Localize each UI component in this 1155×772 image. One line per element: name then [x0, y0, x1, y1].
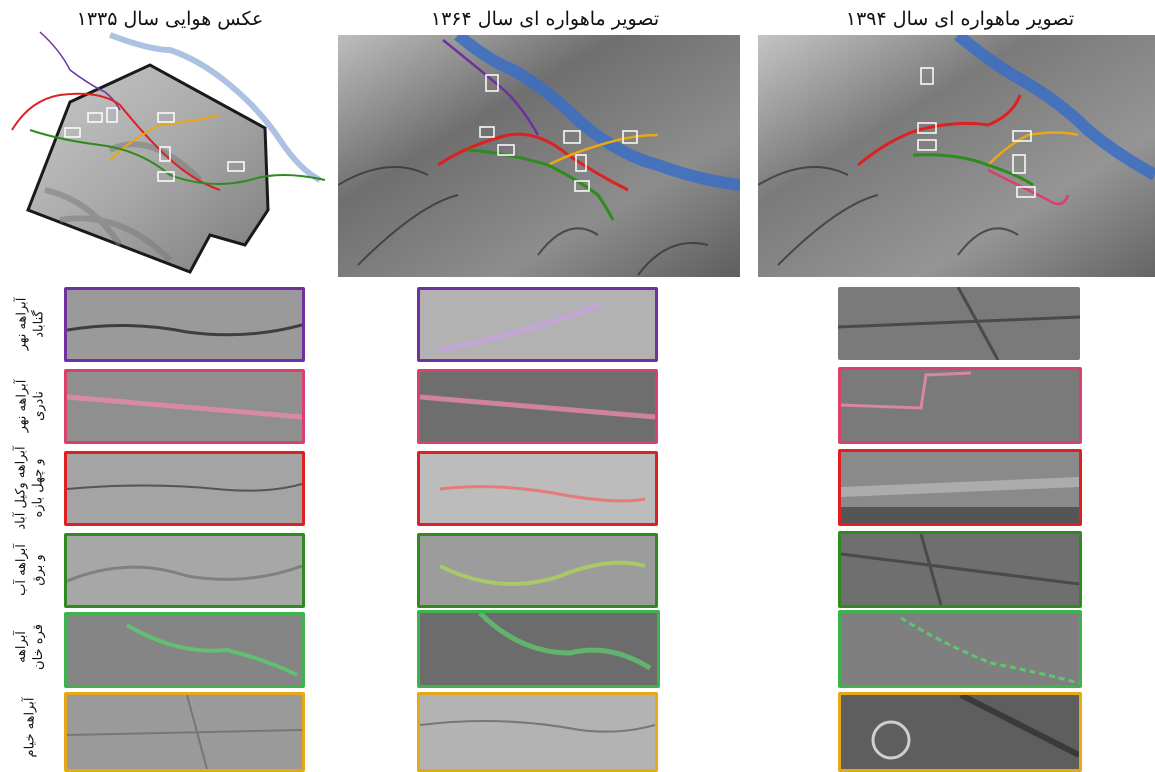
thumbnail-gonabad-1335 — [64, 287, 305, 362]
row-label-gharekhan: آبراهه قره خان — [14, 623, 46, 670]
thumbnail-naderi-1394 — [838, 367, 1082, 444]
thumbnail-abobargh-1364 — [417, 533, 658, 608]
overview-map-1364 — [338, 35, 740, 277]
thumbnail-vakilabad-1335 — [64, 451, 305, 526]
row-label-gonabad: آبراهه نهر گناباد — [14, 297, 47, 350]
thumbnail-gharekhan-1364 — [417, 610, 660, 688]
row-label-khayam: آبراهه خیام — [22, 697, 38, 758]
thumbnail-gonabad-1364 — [417, 287, 658, 362]
thumbnail-gonabad-1394 — [838, 287, 1080, 360]
thumbnail-khayam-1335 — [64, 692, 305, 772]
thumbnail-vakilabad-1364 — [417, 451, 658, 526]
thumbnail-gharekhan-1335 — [64, 612, 305, 688]
thumbnail-vakilabad-1394 — [838, 449, 1082, 526]
row-label-naderi: آبراهه نهر نادری — [14, 379, 47, 432]
thumbnail-abobargh-1335 — [64, 533, 305, 608]
thumbnail-khayam-1364 — [417, 692, 658, 772]
thumbnail-naderi-1364 — [417, 369, 658, 444]
thumbnail-khayam-1394 — [838, 692, 1082, 772]
overview-map-1335 — [0, 30, 335, 275]
column-title-aerial-1335: عکس هوایی سال ۱۳۳۵ — [76, 8, 264, 30]
column-title-satellite-1364: تصویر ماهواره ای سال ۱۳۶۴ — [430, 8, 660, 30]
thumbnail-gharekhan-1394 — [838, 610, 1082, 688]
thumbnail-naderi-1335 — [64, 369, 305, 444]
row-label-vakilabad: آبراهه وکیل آباد و چهل بازه — [14, 445, 47, 530]
row-label-abobargh: آبراهه آب و برق — [13, 543, 46, 596]
thumbnail-abobargh-1394 — [838, 531, 1082, 608]
column-title-satellite-1394: تصویر ماهواره ای سال ۱۳۹۴ — [845, 8, 1075, 30]
overview-map-1394 — [758, 35, 1155, 277]
